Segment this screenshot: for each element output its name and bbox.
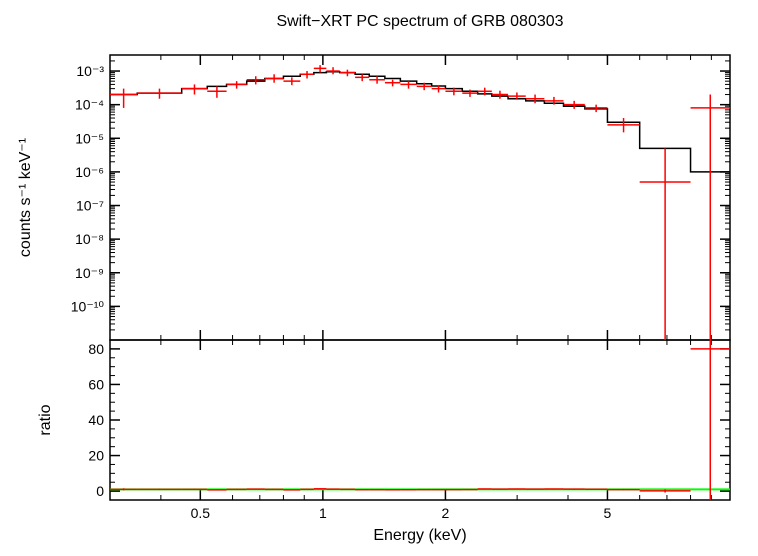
- x-tick-label: 0.5: [191, 505, 211, 521]
- top-panel-frame: [110, 55, 730, 340]
- spectrum-plot: Swift−XRT PC spectrum of GRB 080303 0.5 1 2…: [0, 0, 758, 556]
- y-tick-label-top: 10⁻⁹: [75, 265, 104, 281]
- y-tick-label-top: 10⁻⁶: [75, 164, 104, 180]
- bottom-panel-frame: [110, 340, 730, 500]
- x-tick-label: 1: [319, 505, 327, 521]
- x-tick-label: 5: [604, 505, 612, 521]
- y-tick-label-bottom: 20: [88, 448, 104, 464]
- y-tick-label-bottom: 60: [88, 376, 104, 392]
- y-tick-label-top: 10⁻⁵: [75, 130, 104, 146]
- y-tick-label-top: 10⁻⁷: [76, 198, 104, 214]
- y-axis-label-bottom: ratio: [37, 404, 54, 435]
- x-axis-label: Energy (keV): [373, 527, 466, 544]
- y-tick-label-top: 10⁻⁸: [75, 231, 104, 247]
- y-axis-label-top: counts s⁻¹ keV⁻¹: [17, 138, 34, 257]
- y-tick-label-top: 10⁻¹⁰: [71, 298, 105, 314]
- y-tick-label-top: 10⁻⁴: [75, 97, 104, 113]
- y-tick-label-bottom: 40: [88, 412, 104, 428]
- y-tick-label-bottom: 80: [88, 341, 104, 357]
- chart-title: Swift−XRT PC spectrum of GRB 080303: [276, 13, 563, 30]
- data-points-top: [110, 65, 730, 340]
- y-tick-label-bottom: 0: [96, 483, 104, 499]
- y-tick-label-top: 10⁻³: [76, 63, 104, 79]
- x-tick-label: 2: [442, 505, 450, 521]
